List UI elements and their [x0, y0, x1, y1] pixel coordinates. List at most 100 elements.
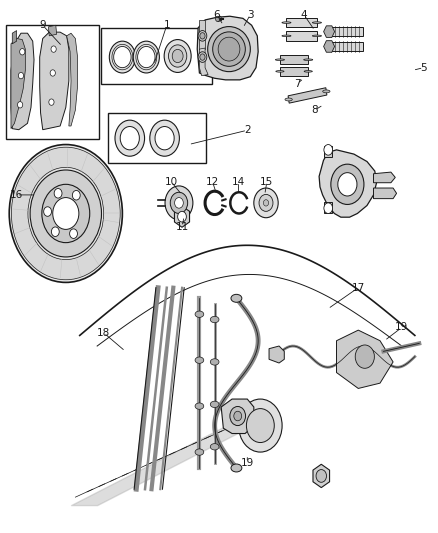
Text: 14: 14 [232, 176, 245, 187]
Ellipse shape [195, 357, 204, 364]
Circle shape [215, 16, 220, 21]
Circle shape [133, 41, 159, 73]
Ellipse shape [210, 401, 219, 408]
Ellipse shape [195, 403, 204, 409]
Text: 7: 7 [294, 78, 300, 88]
Ellipse shape [312, 35, 321, 37]
Circle shape [165, 186, 193, 220]
Text: 5: 5 [420, 63, 427, 72]
Ellipse shape [323, 90, 330, 93]
Polygon shape [286, 18, 317, 27]
Circle shape [198, 30, 207, 41]
Circle shape [54, 189, 62, 198]
Circle shape [263, 200, 268, 206]
Circle shape [331, 164, 364, 205]
Circle shape [51, 46, 56, 52]
Polygon shape [374, 172, 395, 183]
Polygon shape [174, 206, 190, 227]
Ellipse shape [312, 22, 321, 23]
Circle shape [18, 72, 24, 79]
Ellipse shape [285, 98, 292, 101]
Circle shape [51, 227, 59, 237]
Text: 8: 8 [311, 105, 318, 115]
Ellipse shape [195, 311, 204, 317]
Ellipse shape [276, 59, 285, 61]
Polygon shape [286, 31, 317, 41]
Ellipse shape [210, 317, 219, 322]
Bar [108, 113, 206, 163]
Polygon shape [217, 16, 222, 21]
Polygon shape [199, 48, 208, 76]
Ellipse shape [282, 35, 291, 37]
Ellipse shape [164, 39, 191, 72]
Circle shape [49, 99, 54, 106]
Polygon shape [374, 188, 396, 199]
Circle shape [28, 167, 104, 260]
Circle shape [9, 144, 122, 282]
Polygon shape [269, 346, 284, 363]
Circle shape [200, 54, 205, 60]
Circle shape [155, 126, 174, 150]
Circle shape [239, 399, 282, 452]
Text: 6: 6 [213, 10, 220, 20]
Bar [102, 28, 212, 84]
Circle shape [175, 198, 184, 208]
Text: 1: 1 [163, 20, 170, 30]
Polygon shape [313, 464, 329, 488]
Ellipse shape [304, 59, 313, 61]
Polygon shape [288, 88, 327, 103]
Ellipse shape [210, 359, 219, 365]
Polygon shape [40, 32, 69, 130]
Circle shape [198, 52, 207, 62]
Text: 3: 3 [247, 10, 254, 20]
Circle shape [316, 470, 326, 482]
Polygon shape [336, 330, 393, 389]
Polygon shape [328, 27, 363, 36]
Circle shape [200, 33, 205, 39]
Polygon shape [280, 67, 308, 76]
Text: 10: 10 [165, 176, 178, 187]
Circle shape [170, 192, 187, 214]
Text: 11: 11 [175, 222, 189, 232]
Text: 2: 2 [244, 125, 251, 135]
Polygon shape [11, 38, 25, 128]
Text: 18: 18 [97, 328, 110, 338]
Circle shape [254, 188, 278, 217]
Polygon shape [319, 150, 377, 217]
Circle shape [230, 407, 246, 425]
Circle shape [18, 102, 23, 108]
Polygon shape [199, 20, 205, 49]
Circle shape [338, 173, 357, 196]
Circle shape [138, 46, 155, 68]
Polygon shape [324, 26, 335, 37]
Circle shape [70, 229, 78, 238]
Circle shape [234, 197, 244, 209]
Text: 16: 16 [10, 190, 23, 200]
Polygon shape [324, 41, 335, 52]
Circle shape [355, 345, 374, 368]
Text: 19: 19 [240, 458, 254, 467]
Circle shape [30, 170, 102, 257]
Circle shape [114, 46, 131, 68]
Circle shape [324, 203, 332, 214]
Circle shape [42, 184, 90, 243]
Circle shape [324, 144, 332, 155]
Polygon shape [324, 146, 332, 157]
Polygon shape [12, 30, 17, 44]
Polygon shape [324, 202, 332, 214]
Text: 4: 4 [300, 10, 307, 20]
Text: 9: 9 [39, 20, 46, 30]
Ellipse shape [218, 37, 240, 61]
Circle shape [53, 198, 79, 229]
Polygon shape [67, 33, 78, 126]
Circle shape [72, 190, 80, 200]
Ellipse shape [213, 32, 245, 66]
Circle shape [247, 409, 274, 442]
Ellipse shape [172, 50, 183, 63]
Circle shape [44, 207, 52, 216]
Circle shape [259, 195, 273, 212]
Text: 17: 17 [352, 282, 365, 293]
Circle shape [20, 49, 25, 55]
Ellipse shape [169, 45, 187, 67]
Ellipse shape [304, 70, 312, 72]
